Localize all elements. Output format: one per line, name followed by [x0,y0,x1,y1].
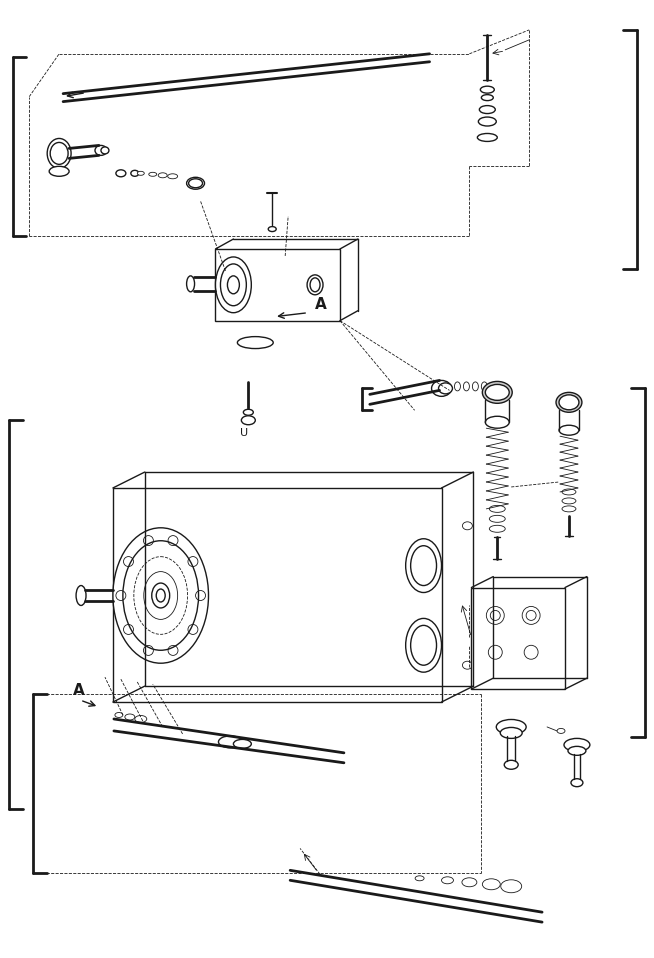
Ellipse shape [489,506,506,513]
Ellipse shape [481,95,493,101]
Ellipse shape [485,384,509,400]
Ellipse shape [405,619,441,673]
Ellipse shape [432,380,451,397]
Ellipse shape [123,540,199,650]
Ellipse shape [405,538,441,592]
Ellipse shape [135,716,146,722]
Ellipse shape [559,425,579,435]
Ellipse shape [215,257,251,312]
Ellipse shape [188,179,203,188]
Ellipse shape [131,171,139,176]
Ellipse shape [480,86,494,93]
Ellipse shape [95,146,107,155]
Ellipse shape [439,383,453,394]
Ellipse shape [148,172,157,176]
Ellipse shape [501,879,522,893]
Ellipse shape [115,713,123,718]
Ellipse shape [49,167,69,176]
Ellipse shape [472,382,478,391]
Ellipse shape [479,105,495,114]
Ellipse shape [462,661,472,670]
Ellipse shape [228,276,239,294]
Ellipse shape [556,393,582,412]
Ellipse shape [125,714,135,720]
Ellipse shape [504,761,518,769]
Ellipse shape [76,585,86,605]
Text: A: A [315,297,327,311]
Ellipse shape [411,626,436,665]
Ellipse shape [557,728,565,734]
Ellipse shape [478,117,496,126]
Bar [113,488,441,702]
Ellipse shape [47,139,71,169]
Ellipse shape [241,416,255,424]
Ellipse shape [464,382,470,391]
Ellipse shape [220,263,247,306]
Ellipse shape [485,417,509,428]
Ellipse shape [489,515,506,522]
Ellipse shape [156,589,165,602]
Bar [472,587,565,689]
Ellipse shape [481,382,487,391]
Ellipse shape [237,336,273,349]
Ellipse shape [186,177,205,190]
Ellipse shape [496,719,526,735]
Ellipse shape [167,173,178,179]
Ellipse shape [562,489,576,495]
Ellipse shape [233,740,251,748]
Ellipse shape [158,172,167,178]
Ellipse shape [489,525,506,533]
Bar [215,249,340,321]
Text: U: U [241,428,249,438]
Ellipse shape [411,546,436,585]
Ellipse shape [483,381,512,403]
Ellipse shape [186,276,194,292]
Ellipse shape [500,727,522,739]
Ellipse shape [101,147,109,154]
Ellipse shape [116,170,126,177]
Ellipse shape [137,171,145,175]
Ellipse shape [562,506,576,512]
Text: A: A [73,683,85,698]
Ellipse shape [564,739,590,751]
Ellipse shape [307,275,323,295]
Ellipse shape [562,498,576,504]
Ellipse shape [218,736,243,748]
Ellipse shape [243,409,253,415]
Ellipse shape [483,878,500,890]
Ellipse shape [455,382,460,391]
Ellipse shape [268,227,276,232]
Ellipse shape [144,572,178,620]
Ellipse shape [50,143,68,165]
Ellipse shape [310,278,320,292]
Ellipse shape [462,878,477,887]
Ellipse shape [415,876,424,880]
Ellipse shape [113,528,209,663]
Ellipse shape [571,779,583,787]
Ellipse shape [152,583,169,608]
Ellipse shape [441,877,453,884]
Ellipse shape [559,395,579,410]
Ellipse shape [568,746,586,755]
Ellipse shape [462,522,472,530]
Ellipse shape [477,133,497,142]
